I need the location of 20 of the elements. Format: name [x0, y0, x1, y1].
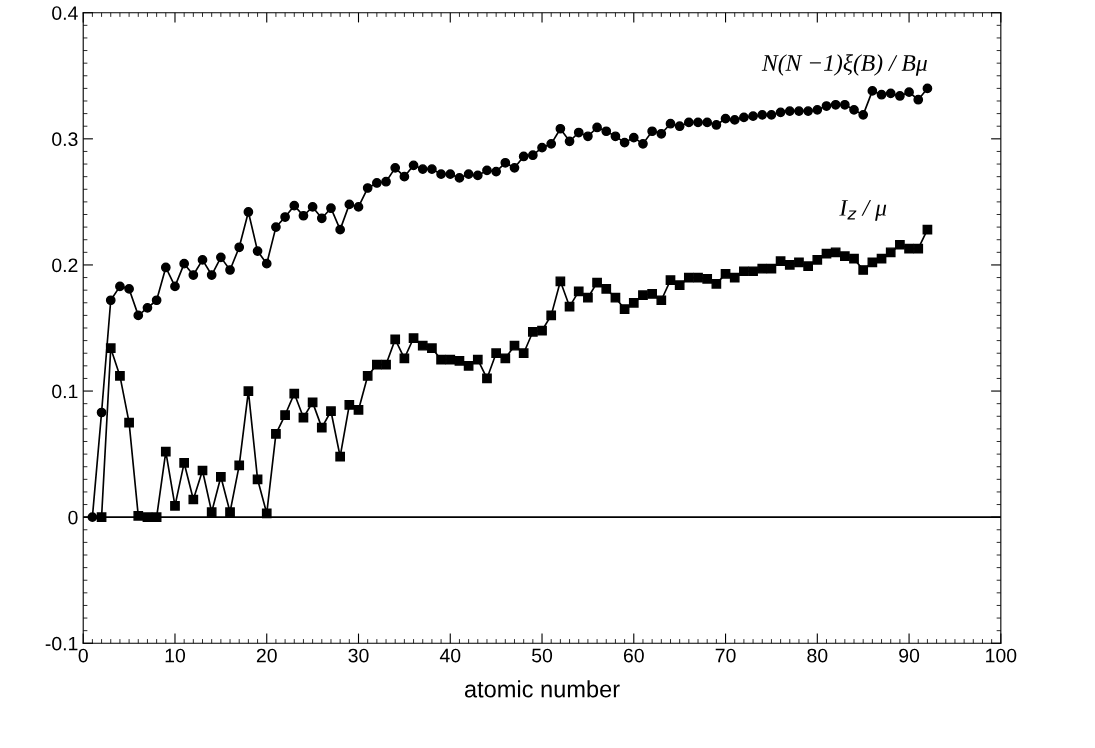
y-tick-label: 0.2 [52, 258, 78, 273]
annotation: N(N −1)ξ(B) / Bμ [761, 54, 927, 76]
y-tick-label: 0 [68, 510, 78, 525]
x-tick-label: 0 [78, 648, 88, 663]
y-tick-label: 0.4 [52, 6, 78, 20]
x-tick-label: 80 [807, 648, 828, 663]
y-tick-label: -0.1 [45, 636, 78, 651]
x-tick-label: 100 [986, 648, 1017, 663]
x-tick-label: 30 [348, 648, 369, 663]
y-tick-label: 0.3 [52, 132, 78, 147]
y-tick-label: 0.1 [52, 384, 78, 399]
x-tick-label: 20 [256, 648, 277, 663]
x-tick-label: 70 [715, 648, 736, 663]
annotation: I$_{z}$ / μ [839, 200, 887, 221]
x-tick-label: 10 [165, 648, 186, 663]
x-tick-label: 60 [623, 648, 644, 663]
x-tick-label: 90 [899, 648, 920, 663]
x-tick-label: 50 [531, 648, 553, 663]
x-tick-label: 40 [439, 648, 461, 663]
x-axis-title: atomic number [464, 680, 620, 698]
